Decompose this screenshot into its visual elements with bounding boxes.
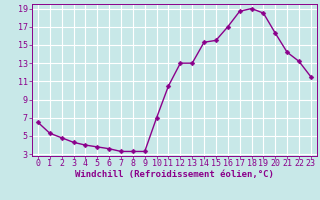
X-axis label: Windchill (Refroidissement éolien,°C): Windchill (Refroidissement éolien,°C) [75,170,274,179]
